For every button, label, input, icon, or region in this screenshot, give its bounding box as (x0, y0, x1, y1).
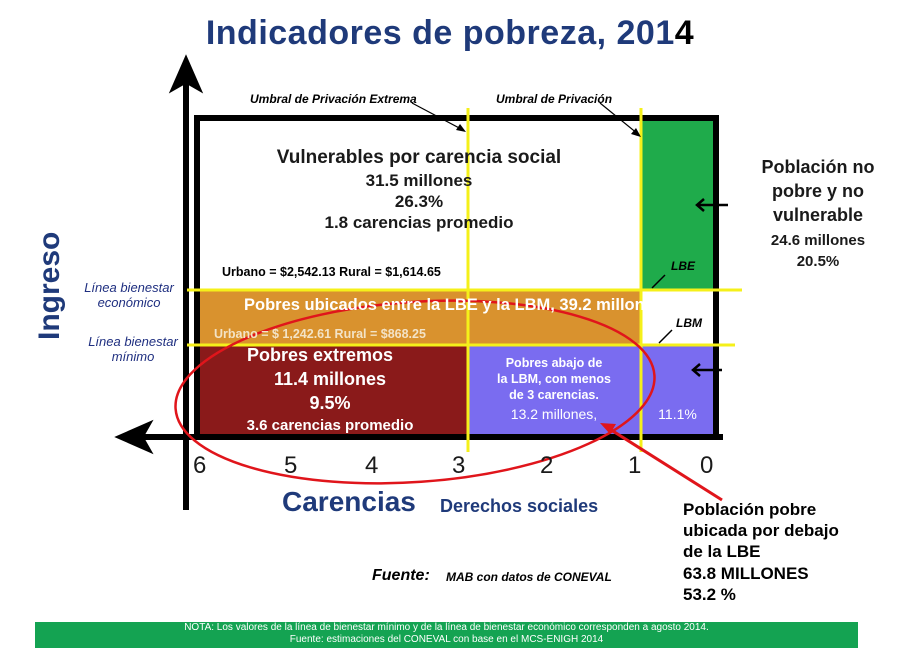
region-pobres-extremos (197, 345, 468, 435)
poblacion-pobre-line-2: ubicada por debajo (683, 521, 839, 540)
title-main: Indicadores de pobreza, 201 (205, 14, 675, 52)
x-tick-3: 3 (452, 452, 466, 479)
lbe-short-label: LBE (671, 259, 695, 273)
poor-population-pointer (607, 426, 723, 502)
label-extreme-threshold: Umbral de Privación Extrema (250, 92, 417, 106)
vulnerables-millions: 31.5 millones (365, 171, 473, 190)
x-tick-5: 5 (284, 452, 298, 479)
region-pobres-moderados (197, 290, 641, 345)
pobres-extremos-avg: 3.6 carencias promedio (246, 417, 414, 434)
region-lbe-lbm-right (641, 290, 714, 345)
region-pobres-bajo-lbm (468, 345, 714, 435)
pointer-lbe (651, 274, 666, 289)
footer-note-line-2: Fuente: estimaciones del CONEVAL con bas… (289, 634, 604, 645)
lbe-label-line-1: Línea bienestar (84, 280, 174, 295)
pobres-bajo-lbm-line-3: de 3 carencias. (509, 388, 599, 402)
pointer-deprivation-head (631, 128, 641, 137)
no-pobre-percent: 20.5% (796, 253, 840, 270)
pointer-extreme-head (456, 124, 466, 132)
vulnerables-percent: 26.3% (394, 192, 444, 211)
arrow-bajo-lbm-head (691, 363, 701, 377)
x-tick-0: 0 (700, 452, 714, 479)
x-tick-1: 1 (628, 452, 642, 479)
no-pobre-line-3: vulnerable (772, 205, 864, 225)
lbm-label-line-1: Línea bienestar (88, 334, 178, 349)
arrow-no-pobre-head (695, 198, 705, 212)
fuente-text: MAB con datos de CONEVAL (446, 570, 612, 584)
x-axis-arrowhead (114, 419, 154, 455)
poor-population-ellipse (174, 299, 656, 485)
no-pobre-line-2: pobre y no (771, 181, 864, 201)
pobres-extremos-title: Pobres extremos (246, 345, 394, 365)
x-axis-label: Carencias (282, 486, 416, 517)
lbe-label-line-2: económico (97, 295, 161, 310)
lbm-values: Urbano = $ 1,242.61 Rural = $868.25 (214, 327, 426, 341)
pointer-lbm (658, 329, 673, 344)
pointer-deprivation (599, 102, 639, 135)
pobres-moderados-text: Pobres ubicados entre la LBE y la LBM, 3… (244, 296, 664, 314)
x-tick-2: 2 (540, 452, 554, 479)
title-last-digit: 4 (674, 14, 695, 52)
page-title: Indicadores de pobreza, 2014 (0, 14, 900, 53)
footer-note-line-1: NOTA: Los valores de la línea de bienest… (184, 622, 709, 633)
pobres-bajo-lbm-line-1: Pobres abajo de (505, 356, 603, 370)
pointer-extreme (411, 102, 464, 131)
pobres-bajo-lbm-percent: 11.1% (658, 406, 697, 422)
pobres-extremos-percent: 9.5% (309, 393, 351, 413)
fuente-label: Fuente: (372, 567, 430, 584)
pobres-bajo-lbm-millions: 13.2 millones, (510, 406, 598, 422)
footer-note: NOTA: Los valores de la línea de bienest… (35, 622, 858, 648)
y-axis-arrowhead (168, 54, 204, 94)
x-tick-4: 4 (365, 452, 379, 479)
pobres-extremos-millions: 11.4 millones (273, 369, 387, 389)
no-pobre-line-1: Población no (761, 157, 875, 177)
x-tick-6: 6 (193, 452, 207, 479)
x-axis-sublabel: Derechos sociales (440, 496, 599, 516)
no-pobre-millions: 24.6 millones (770, 232, 866, 249)
lbm-short-label: LBM (676, 316, 702, 330)
vulnerables-avg: 1.8 carencias promedio (324, 213, 514, 232)
y-axis-label: Ingreso (33, 231, 66, 340)
poblacion-pobre-line-3: de la LBE (683, 542, 761, 561)
poor-population-pointer-head (600, 423, 616, 434)
poblacion-pobre-line-1: Población pobre (683, 500, 817, 519)
pobres-bajo-lbm-line-2: la LBM, con menos (497, 372, 611, 386)
vulnerables-title: Vulnerables por carencia social (276, 147, 562, 168)
poblacion-pobre-millions: 63.8 MILLONES (683, 564, 809, 583)
lbm-label-line-2: mínimo (111, 349, 155, 364)
lbe-values: Urbano = $2,542.13 Rural = $1,614.65 (222, 265, 441, 279)
poblacion-pobre-percent: 53.2 % (683, 585, 736, 604)
label-deprivation-threshold: Umbral de Privación (496, 92, 613, 106)
